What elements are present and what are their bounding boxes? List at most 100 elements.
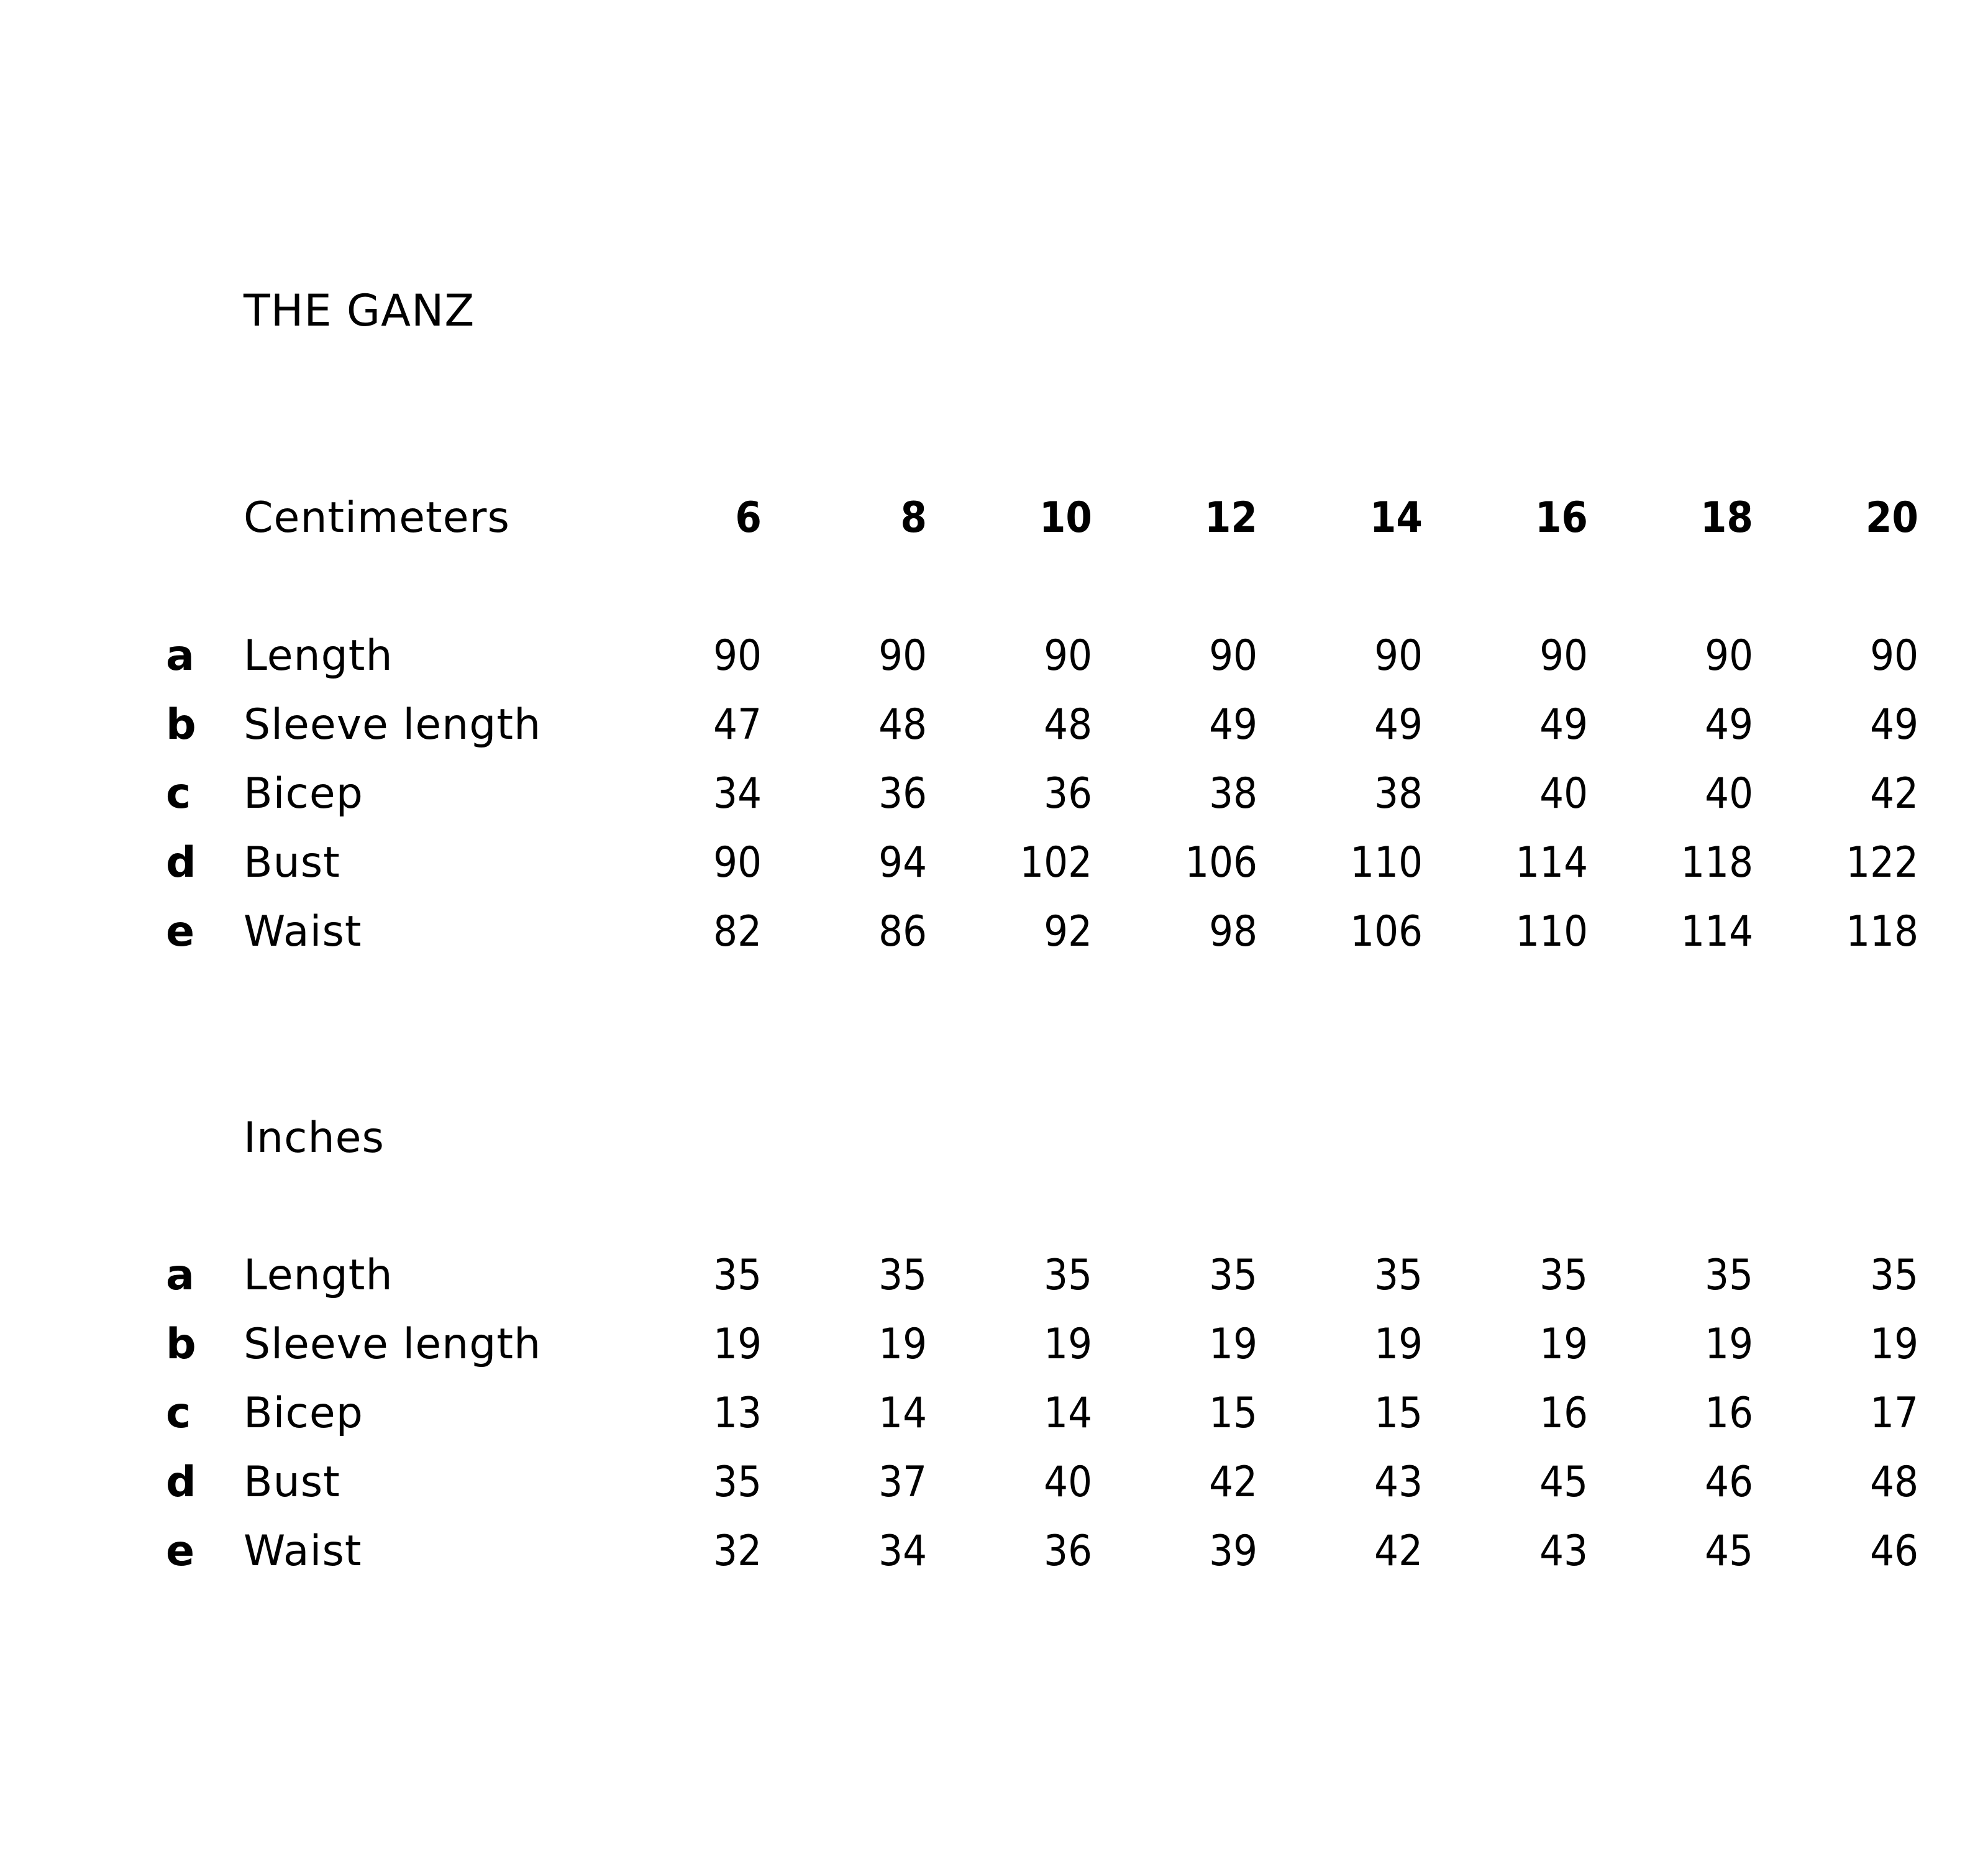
measurement-label: Waist: [244, 907, 362, 956]
measurement-value: 35: [713, 1251, 762, 1300]
measurement-value: 19: [878, 1320, 927, 1369]
measurement-value: 34: [713, 769, 762, 818]
measurement-value: 40: [1539, 769, 1588, 818]
measurement-value: 118: [1846, 907, 1918, 956]
measurement-value: 35: [878, 1251, 927, 1300]
measurement-value: 19: [1870, 1320, 1918, 1369]
table-row: c Bicep 34 36 36 38 38 40 40 42: [0, 759, 1988, 828]
measurement-label: Waist: [244, 1527, 362, 1576]
measurement-value: 49: [1374, 700, 1423, 749]
measurement-value: 122: [1846, 838, 1918, 887]
table-header: Centimeters 6 8 10 12 14 16 18 20: [0, 483, 1988, 552]
measurement-value: 36: [1044, 1527, 1092, 1576]
measurement-value: 45: [1539, 1458, 1588, 1507]
row-letter: e: [166, 907, 195, 956]
measurement-value: 35: [1374, 1251, 1423, 1300]
measurement-value: 90: [1539, 631, 1588, 680]
size-header: 14: [1369, 493, 1423, 542]
measurement-value: 48: [878, 700, 927, 749]
measurement-value: 110: [1350, 838, 1423, 887]
table-row: a Length 90 90 90 90 90 90 90 90: [0, 621, 1988, 690]
row-letter: b: [166, 1320, 196, 1369]
measurement-value: 40: [1705, 769, 1753, 818]
measurement-value: 36: [1044, 769, 1092, 818]
size-header: 8: [900, 493, 927, 542]
measurement-label: Length: [244, 1251, 393, 1300]
measurement-value: 15: [1209, 1389, 1257, 1438]
measurement-value: 43: [1374, 1458, 1423, 1507]
row-letter: a: [166, 1251, 194, 1300]
measurement-value: 94: [878, 838, 927, 887]
measurement-value: 90: [1705, 631, 1753, 680]
measurement-value: 39: [1209, 1527, 1257, 1576]
measurement-value: 106: [1350, 907, 1423, 956]
measurement-label: Bicep: [244, 769, 363, 818]
size-header: 6: [735, 493, 762, 542]
measurement-value: 15: [1374, 1389, 1423, 1438]
measurement-value: 90: [878, 631, 927, 680]
measurement-value: 14: [1044, 1389, 1092, 1438]
table-row: e Waist 82 86 92 98 106 110 114 118: [0, 897, 1988, 966]
measurement-label: Length: [244, 631, 393, 680]
table-row: b Sleeve length 47 48 48 49 49 49 49 49: [0, 690, 1988, 759]
measurement-value: 90: [1044, 631, 1092, 680]
measurement-value: 19: [1539, 1320, 1588, 1369]
page-title: THE GANZ: [244, 285, 475, 336]
size-header: 12: [1204, 493, 1257, 542]
measurement-value: 90: [1209, 631, 1257, 680]
measurement-value: 42: [1374, 1527, 1423, 1576]
measurement-value: 42: [1209, 1458, 1257, 1507]
measurement-value: 16: [1539, 1389, 1588, 1438]
measurement-value: 43: [1539, 1527, 1588, 1576]
measurement-value: 92: [1044, 907, 1092, 956]
table-row: b Sleeve length 19 19 19 19 19 19 19 19: [0, 1310, 1988, 1379]
row-letter: d: [166, 1458, 196, 1507]
row-letter: d: [166, 838, 196, 887]
row-letter: a: [166, 631, 194, 680]
measurement-value: 35: [1870, 1251, 1918, 1300]
measurement-value: 110: [1515, 907, 1588, 956]
measurement-value: 42: [1870, 769, 1918, 818]
measurement-value: 114: [1515, 838, 1588, 887]
measurement-value: 102: [1019, 838, 1092, 887]
measurement-value: 14: [878, 1389, 927, 1438]
measurement-value: 34: [878, 1527, 927, 1576]
measurement-value: 13: [713, 1389, 762, 1438]
measurement-label: Sleeve length: [244, 1320, 542, 1369]
measurement-value: 19: [1209, 1320, 1257, 1369]
row-letter: e: [166, 1527, 195, 1576]
measurement-value: 38: [1209, 769, 1257, 818]
measurement-value: 114: [1680, 907, 1753, 956]
measurement-value: 90: [1870, 631, 1918, 680]
measurement-value: 36: [878, 769, 927, 818]
measurement-value: 46: [1870, 1527, 1918, 1576]
measurement-value: 19: [1374, 1320, 1423, 1369]
size-header: 10: [1039, 493, 1092, 542]
table-row: a Length 35 35 35 35 35 35 35 35: [0, 1241, 1988, 1310]
measurement-value: 35: [1539, 1251, 1588, 1300]
measurement-value: 118: [1680, 838, 1753, 887]
size-header: 20: [1865, 493, 1918, 542]
measurement-value: 82: [713, 907, 762, 956]
size-header: 18: [1700, 493, 1753, 542]
measurement-value: 86: [878, 907, 927, 956]
table-row: e Waist 32 34 36 39 42 43 45 46: [0, 1517, 1988, 1586]
measurement-value: 106: [1185, 838, 1257, 887]
measurement-value: 38: [1374, 769, 1423, 818]
measurement-value: 49: [1870, 700, 1918, 749]
measurement-value: 40: [1044, 1458, 1092, 1507]
unit-label: Centimeters: [244, 493, 510, 542]
measurement-value: 37: [878, 1458, 927, 1507]
measurement-value: 49: [1209, 700, 1257, 749]
row-letter: c: [166, 1389, 191, 1438]
measurement-value: 90: [713, 838, 762, 887]
measurement-value: 46: [1705, 1458, 1753, 1507]
table-row: d Bust 35 37 40 42 43 45 46 48: [0, 1448, 1988, 1517]
measurement-value: 49: [1705, 700, 1753, 749]
measurement-label: Sleeve length: [244, 700, 542, 749]
measurement-value: 49: [1539, 700, 1588, 749]
measurement-value: 35: [1209, 1251, 1257, 1300]
measurement-value: 90: [1374, 631, 1423, 680]
measurement-value: 35: [713, 1458, 762, 1507]
table-row: d Bust 90 94 102 106 110 114 118 122: [0, 828, 1988, 897]
